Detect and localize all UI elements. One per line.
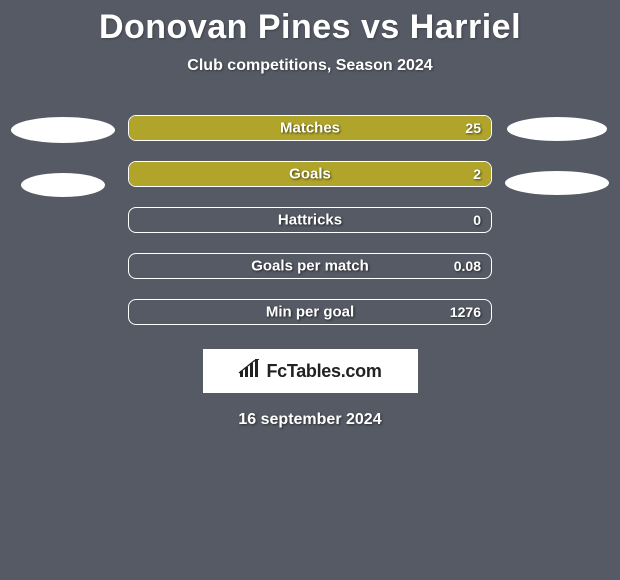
stat-bar-label: Goals per match (251, 258, 369, 275)
date-text: 16 september 2024 (0, 411, 620, 429)
stat-bar: Hattricks 0 (128, 207, 492, 233)
stat-bar-label: Goals (289, 166, 331, 183)
stat-bar-label: Hattricks (278, 212, 342, 229)
subtitle: Club competitions, Season 2024 (0, 57, 620, 75)
bar-chart-icon (238, 359, 262, 384)
stat-bar: Goals per match 0.08 (128, 253, 492, 279)
logo-box: FcTables.com (203, 349, 418, 393)
stat-bar-value: 1276 (450, 304, 481, 320)
player-avatar (505, 171, 609, 195)
player-avatar (11, 117, 115, 143)
stat-bar: Goals 2 (128, 161, 492, 187)
logo-text: FcTables.com (266, 361, 381, 382)
bars-container: Matches 25 Goals 2 Hattricks 0 Goals per match… (118, 115, 502, 325)
avatar-col-right (502, 115, 612, 195)
stat-bar-value: 2 (473, 166, 481, 182)
stat-bar-value: 0 (473, 212, 481, 228)
stat-bar: Matches 25 (128, 115, 492, 141)
player-avatar (507, 117, 607, 141)
chart-area: Matches 25 Goals 2 Hattricks 0 Goals per match… (0, 115, 620, 325)
stat-bar: Min per goal 1276 (128, 299, 492, 325)
avatar-col-left (8, 115, 118, 197)
stat-bar-label: Min per goal (266, 304, 354, 321)
stat-bar-value: 0.08 (454, 258, 481, 274)
stat-bar-label: Matches (280, 120, 340, 137)
page-title: Donovan Pines vs Harriel (0, 0, 620, 47)
stat-bar-value: 25 (465, 120, 481, 136)
player-avatar (21, 173, 105, 197)
